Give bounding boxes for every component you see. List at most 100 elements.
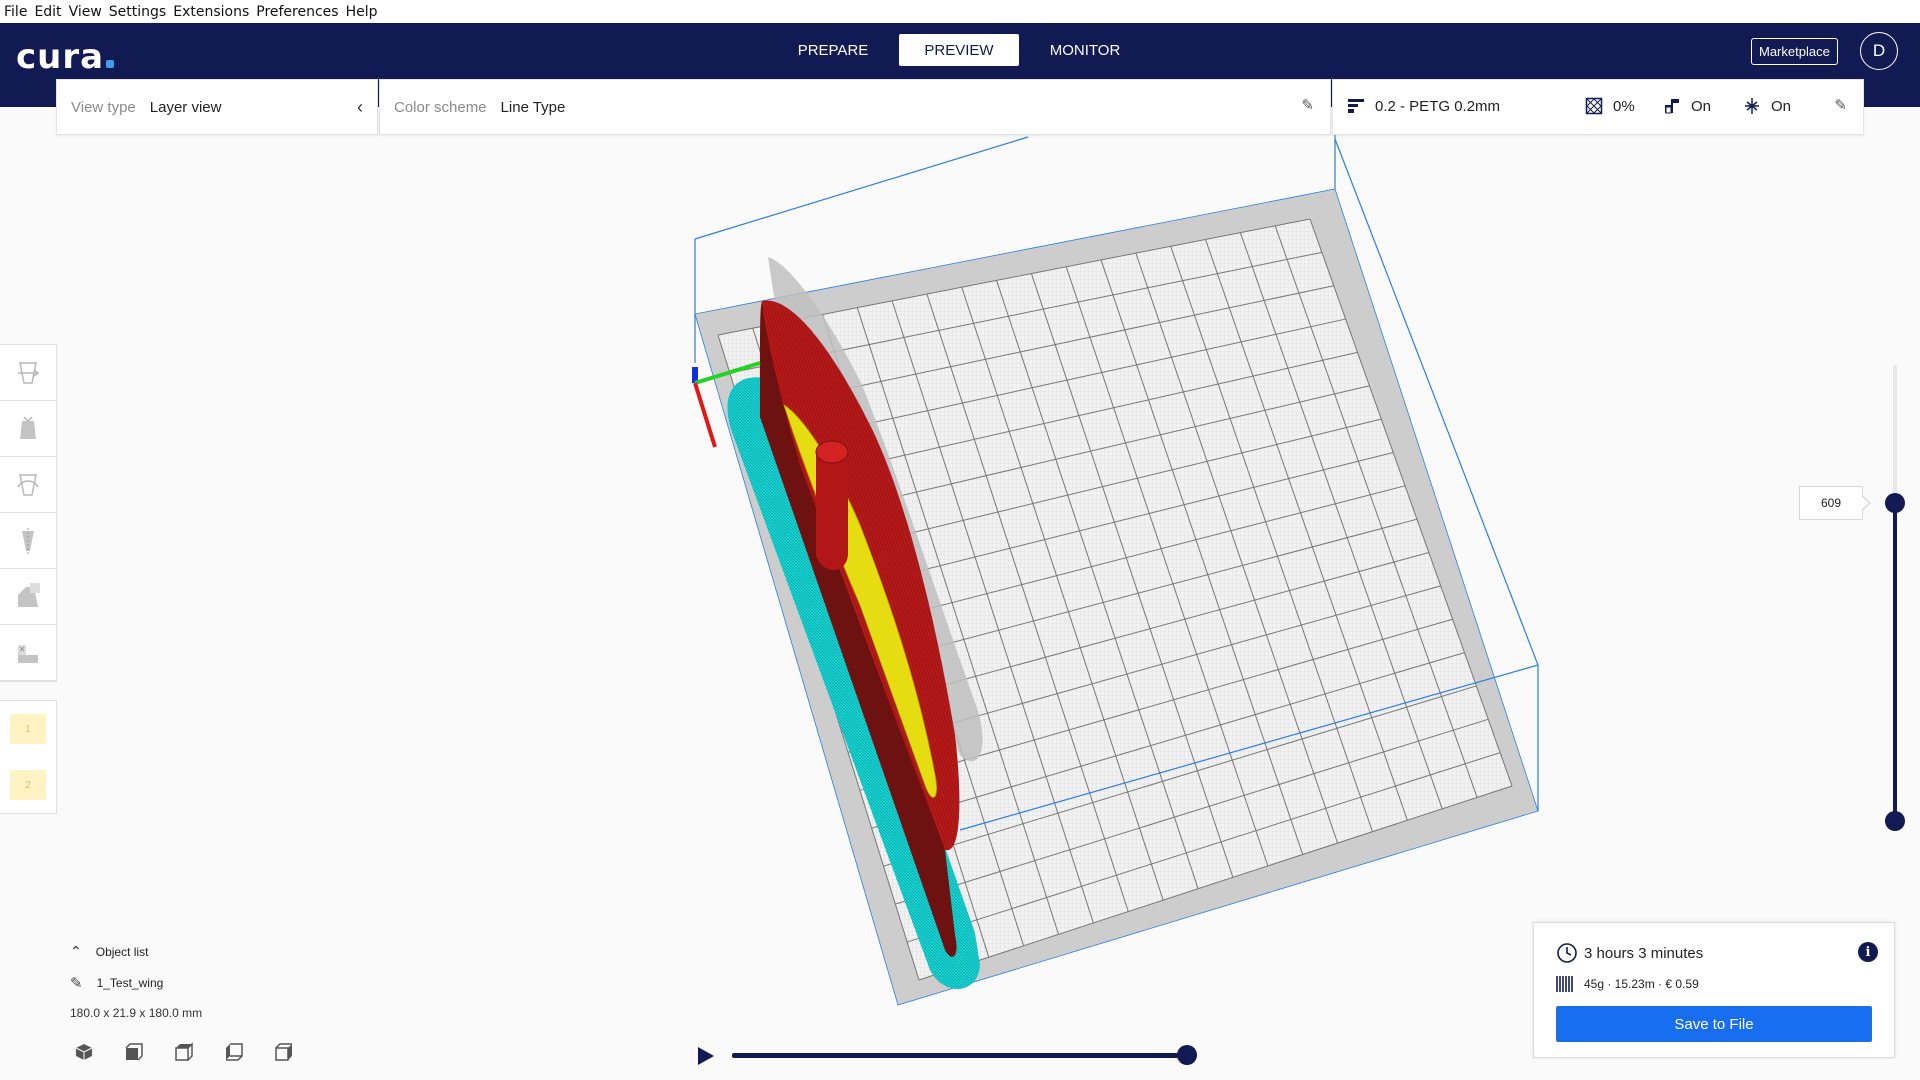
wing-spar xyxy=(815,440,849,570)
mirror-tool-icon xyxy=(22,527,34,554)
extension-2[interactable]: 2 xyxy=(0,757,56,813)
tool-panel xyxy=(0,344,57,682)
grid-line xyxy=(907,752,1501,943)
chevron-up-icon[interactable]: ⌃ xyxy=(70,943,82,959)
view-type-selector[interactable]: View type Layer view ‹ xyxy=(56,79,378,135)
logo-dot xyxy=(106,60,115,68)
menu-preferences[interactable]: Preferences xyxy=(256,3,339,20)
front-view-icon[interactable] xyxy=(124,1042,144,1062)
object-row[interactable]: ✎ 1_Test_wing xyxy=(70,974,202,992)
color-scheme-label: Color scheme xyxy=(394,98,487,116)
infill-value: 0% xyxy=(1613,97,1635,115)
logo-text: cura xyxy=(16,37,105,77)
adhesion-icon xyxy=(1743,97,1761,115)
grid-line xyxy=(1135,252,1339,844)
mirror-tool[interactable] xyxy=(0,513,56,569)
support-value: On xyxy=(1691,97,1712,115)
stage-tabs: PREPARE PREVIEW MONITOR xyxy=(773,34,1151,66)
simulation-slider-handle[interactable] xyxy=(1177,1045,1197,1065)
menu-file[interactable]: File xyxy=(4,3,28,20)
grid-line xyxy=(1274,225,1478,798)
grid-line xyxy=(918,785,1513,981)
adhesion-value: On xyxy=(1771,97,1792,115)
move-tool[interactable] xyxy=(0,345,56,401)
rotate-tool[interactable] xyxy=(0,457,56,513)
right-view-icon[interactable] xyxy=(274,1042,294,1062)
object-list-title: Object list xyxy=(95,944,149,959)
grid-line xyxy=(1170,246,1373,832)
spool-icon xyxy=(1556,976,1573,992)
play-icon[interactable] xyxy=(698,1047,714,1065)
edit-settings-icon[interactable]: ✎ xyxy=(1834,97,1847,114)
rotate-tool-icon xyxy=(17,473,39,496)
3d-viewport[interactable] xyxy=(0,135,1920,1080)
adhesion-indicator: On xyxy=(1743,97,1791,115)
grid-line xyxy=(996,280,1199,889)
cura-logo: cura xyxy=(16,37,115,77)
3d-view-icon[interactable] xyxy=(74,1042,94,1062)
simulation-slider-track[interactable] xyxy=(732,1053,1187,1058)
profile-indicator: 0.2 - PETG 0.2mm xyxy=(1347,97,1500,115)
menu-edit[interactable]: Edit xyxy=(34,3,62,20)
grid-line xyxy=(1065,266,1269,867)
print-time: 3 hours 3 minutes xyxy=(1584,944,1704,962)
menu-bar: File Edit View Settings Extensions Prefe… xyxy=(0,0,1920,23)
layer-upper-handle[interactable] xyxy=(1885,493,1905,513)
per-model-settings-tool[interactable] xyxy=(0,569,56,625)
grid-line xyxy=(895,718,1489,905)
support-blocker-tool[interactable] xyxy=(0,625,56,681)
extension-panel: 1 2 xyxy=(0,700,57,814)
grid-line xyxy=(891,300,1094,924)
top-view-icon[interactable] xyxy=(174,1042,194,1062)
object-list: ⌃ Object list ✎ 1_Test_wing 180.0 x 21.9… xyxy=(70,943,202,1020)
left-view-icon[interactable] xyxy=(224,1042,244,1062)
support-icon xyxy=(1663,97,1681,115)
tab-monitor[interactable]: MONITOR xyxy=(1049,41,1121,59)
profile-icon xyxy=(1347,97,1365,115)
scale-tool-icon xyxy=(20,415,36,439)
marketplace-button[interactable]: Marketplace xyxy=(1751,38,1838,65)
print-setup-selector[interactable]: 0.2 - PETG 0.2mm 0% On On ✎ xyxy=(1332,79,1864,135)
account-button[interactable]: D xyxy=(1860,32,1898,70)
grid-line xyxy=(1030,273,1234,878)
support-blocker-icon xyxy=(18,644,38,663)
material-usage: 45g · 15.23m · € 0.59 xyxy=(1584,977,1699,991)
layer-box-pointer-fill xyxy=(1861,496,1869,510)
scale-tool[interactable] xyxy=(0,401,56,457)
build-volume xyxy=(694,135,1539,1006)
note-icon: 2 xyxy=(10,770,46,800)
object-list-header[interactable]: ⌃ Object list xyxy=(70,943,202,960)
view-type-value: Layer view xyxy=(149,98,222,116)
color-scheme-selector[interactable]: Color scheme Line Type ✎ xyxy=(379,79,1331,135)
color-scheme-value: Line Type xyxy=(500,98,566,116)
profile-name: 0.2 - PETG 0.2mm xyxy=(1375,97,1501,115)
save-to-file-button[interactable]: Save to File xyxy=(1556,1006,1872,1042)
pencil-icon[interactable]: ✎ xyxy=(70,975,83,992)
grid-line xyxy=(859,618,1453,791)
menu-extensions[interactable]: Extensions xyxy=(173,3,250,20)
grid-line xyxy=(871,652,1465,829)
menu-help[interactable]: Help xyxy=(345,3,378,20)
note-icon: 1 xyxy=(10,714,46,744)
extension-1[interactable]: 1 xyxy=(0,701,56,757)
layer-slider-range xyxy=(1893,503,1897,821)
job-summary-panel: 3 hours 3 minutes i 45g · 15.23m · € 0.5… xyxy=(1533,922,1895,1058)
grid-line xyxy=(883,685,1477,867)
menu-view[interactable]: View xyxy=(68,3,102,20)
move-tool-icon xyxy=(18,361,40,384)
clock-icon xyxy=(1557,943,1577,963)
pencil-icon[interactable]: ✎ xyxy=(1301,97,1314,114)
infill-indicator: 0% xyxy=(1585,97,1635,115)
support-indicator: On xyxy=(1663,97,1711,115)
grid-line xyxy=(926,293,1129,912)
tab-preview[interactable]: PREVIEW xyxy=(899,34,1019,66)
view-type-label: View type xyxy=(71,98,136,116)
tab-prepare[interactable]: PREPARE xyxy=(797,41,869,59)
layer-number-input[interactable]: 609 xyxy=(1799,486,1863,520)
info-icon[interactable]: i xyxy=(1858,942,1878,962)
grid-line xyxy=(1205,239,1408,821)
layer-lower-handle[interactable] xyxy=(1885,811,1905,831)
chevron-left-icon[interactable]: ‹ xyxy=(357,97,363,117)
grid-line xyxy=(1100,259,1304,855)
menu-settings[interactable]: Settings xyxy=(108,3,167,20)
